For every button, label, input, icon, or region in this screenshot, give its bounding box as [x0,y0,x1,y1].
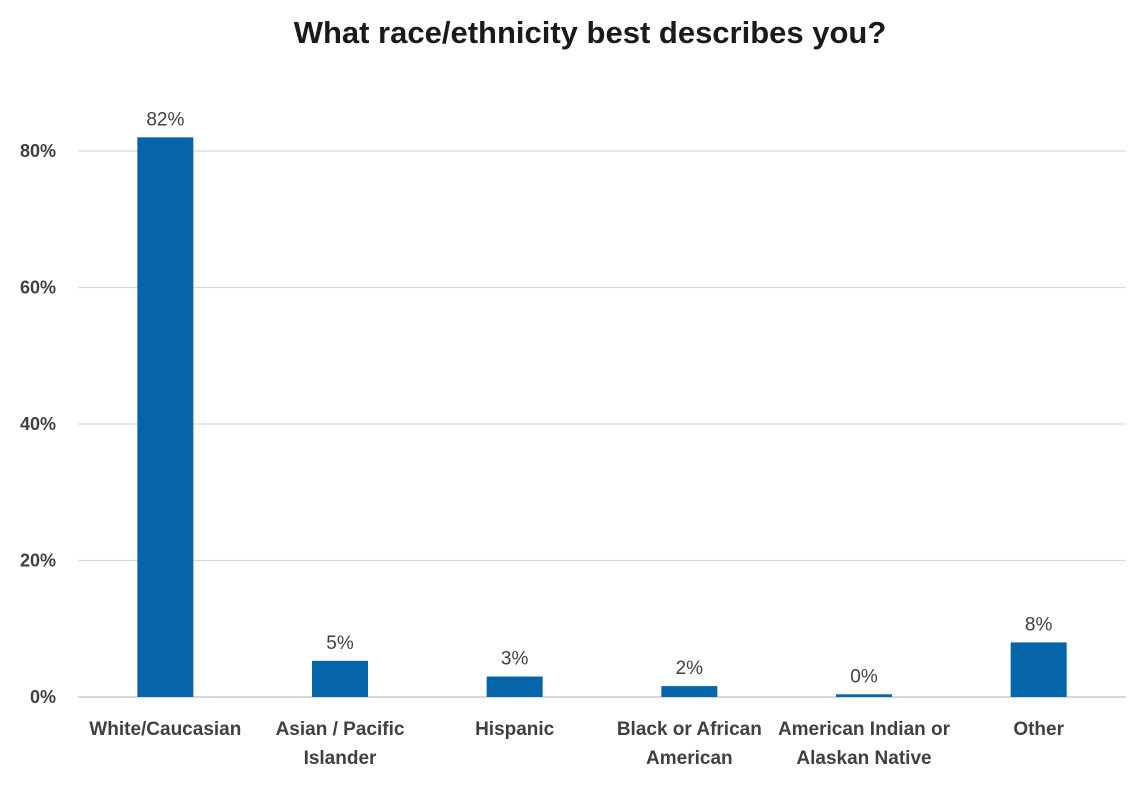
chart-title: What race/ethnicity best describes you? [294,15,887,50]
data-labels: 82% 5% 3% 2% 0% 8% [146,109,1052,687]
data-label: 0% [850,666,878,687]
y-tick-label: 80% [20,141,56,161]
y-axis-ticks: 0% 20% 40% 60% 80% [20,141,56,707]
bar [1010,642,1067,697]
data-label: 2% [676,658,704,679]
bar [661,686,718,697]
y-tick-label: 60% [20,278,56,298]
x-tick-label: American Indian or Alaskan Native [778,719,951,769]
data-label: 8% [1025,614,1053,635]
x-tick-label: Hispanic [475,719,555,740]
x-axis-ticks: White/Caucasian Asian / Pacific Islander Hi… [89,719,1064,769]
x-tick-label: Asian / Pacific Islander [276,719,405,769]
bar [486,676,543,697]
y-tick-label: 0% [30,687,56,707]
bar [836,694,892,697]
x-tick-label: Black or African American [617,719,762,769]
y-tick-label: 20% [20,551,56,571]
data-label: 3% [501,649,529,670]
x-tick-label: White/Caucasian [89,719,241,740]
y-tick-label: 40% [20,414,56,434]
bars [137,137,1067,698]
data-label: 82% [146,109,184,130]
bar [312,660,368,697]
x-tick-label: Other [1013,719,1064,740]
data-label: 5% [326,633,354,654]
gridlines [78,150,1126,698]
bar [137,137,194,698]
